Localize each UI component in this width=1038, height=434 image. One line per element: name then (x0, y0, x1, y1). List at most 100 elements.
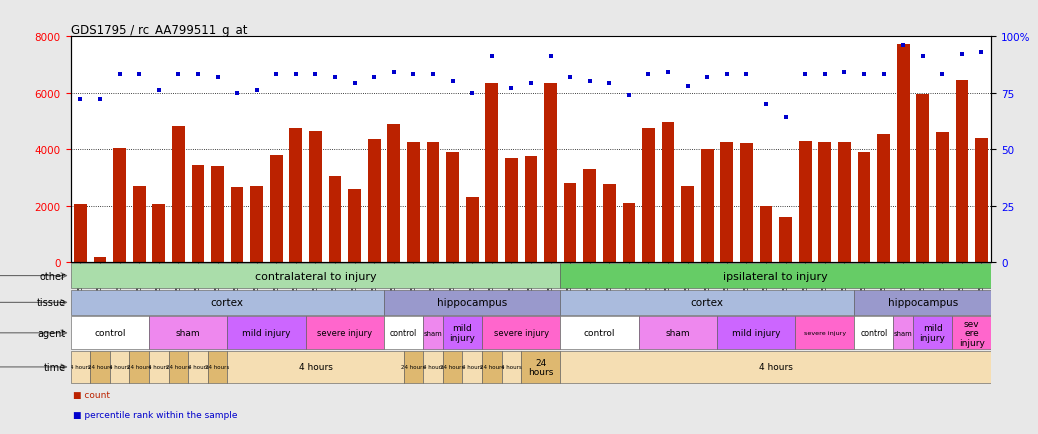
Bar (482, 351, 501, 383)
Text: ■ percentile rank within the sample: ■ percentile rank within the sample (73, 410, 237, 419)
Bar (305, 317, 384, 349)
Bar (760, 206, 772, 263)
Bar (133, 186, 145, 263)
Text: tissue: tissue (36, 298, 65, 308)
Bar (309, 132, 322, 263)
Bar (290, 128, 302, 263)
Text: ipsilateral to injury: ipsilateral to injury (723, 271, 828, 281)
Bar (384, 290, 561, 316)
Text: ■ count: ■ count (73, 391, 110, 400)
Bar (110, 351, 130, 383)
Bar (424, 351, 443, 383)
Bar (720, 143, 733, 263)
Bar (661, 123, 675, 263)
Bar (192, 165, 204, 263)
Bar (717, 317, 795, 349)
Bar (168, 351, 188, 383)
Bar (329, 177, 342, 263)
Text: 24 hours: 24 hours (440, 365, 465, 370)
Bar (462, 351, 482, 383)
Bar (561, 317, 638, 349)
Text: 4 hours: 4 hours (188, 365, 209, 370)
Bar (71, 351, 90, 383)
Bar (71, 263, 561, 289)
Text: 24 hours: 24 hours (88, 365, 112, 370)
Text: severe injury: severe injury (318, 329, 373, 338)
Text: hippocampus: hippocampus (887, 298, 958, 308)
Bar (387, 124, 401, 263)
Bar (524, 157, 538, 263)
Bar (952, 317, 991, 349)
Bar (148, 351, 168, 383)
Text: sev
ere
injury: sev ere injury (959, 319, 985, 347)
Text: cortex: cortex (211, 298, 244, 308)
Bar (936, 133, 949, 263)
Bar (521, 351, 561, 383)
Bar (367, 140, 381, 263)
Bar (603, 185, 616, 263)
Text: mild
injury: mild injury (920, 324, 946, 342)
Bar (250, 186, 263, 263)
Bar (643, 128, 655, 263)
Text: 4 hours: 4 hours (148, 365, 169, 370)
Text: hippocampus: hippocampus (437, 298, 508, 308)
Bar (701, 150, 713, 263)
Bar (427, 143, 439, 263)
Text: sham: sham (665, 329, 690, 338)
Bar (153, 205, 165, 263)
Text: 24 hours: 24 hours (127, 365, 152, 370)
Text: severe injury: severe injury (803, 331, 846, 335)
Bar (564, 184, 576, 263)
Bar (894, 317, 913, 349)
Text: sham: sham (175, 329, 200, 338)
Bar (208, 351, 227, 383)
Bar (795, 317, 854, 349)
Bar (71, 290, 384, 316)
Bar (443, 351, 462, 383)
Bar (838, 143, 851, 263)
Text: sham: sham (894, 330, 912, 336)
Bar (71, 317, 148, 349)
Bar (501, 351, 521, 383)
Bar (227, 317, 305, 349)
Text: 24 hours: 24 hours (480, 365, 503, 370)
Bar (681, 186, 694, 263)
Bar (913, 317, 952, 349)
Bar (623, 203, 635, 263)
Bar (561, 263, 991, 289)
Text: 4 hours: 4 hours (109, 365, 130, 370)
Bar (90, 351, 110, 383)
Bar (230, 188, 244, 263)
Text: 4 hours: 4 hours (70, 365, 90, 370)
Bar (486, 83, 498, 263)
Bar (188, 351, 208, 383)
Text: mild
injury: mild injury (449, 324, 475, 342)
Bar (404, 351, 424, 383)
Bar (561, 290, 854, 316)
Text: control: control (390, 329, 417, 338)
Bar (740, 144, 753, 263)
Bar (482, 317, 561, 349)
Text: 4 hours: 4 hours (759, 362, 793, 372)
Bar (270, 155, 282, 263)
Bar (446, 152, 459, 263)
Bar (780, 217, 792, 263)
Text: control: control (583, 329, 616, 338)
Bar (854, 317, 894, 349)
Bar (424, 317, 443, 349)
Bar (93, 257, 106, 263)
Text: GDS1795 / rc_AA799511_g_at: GDS1795 / rc_AA799511_g_at (71, 24, 247, 37)
Bar (227, 351, 404, 383)
Bar (74, 205, 87, 263)
Bar (975, 138, 988, 263)
Bar (877, 134, 890, 263)
Text: 24 hours: 24 hours (402, 365, 426, 370)
Text: cortex: cortex (690, 298, 723, 308)
Bar (443, 317, 482, 349)
Text: 24 hours: 24 hours (206, 365, 229, 370)
Bar (561, 351, 991, 383)
Text: 4 hours: 4 hours (299, 362, 332, 372)
Bar (172, 127, 185, 263)
Bar (407, 143, 419, 263)
Text: 24 hours: 24 hours (166, 365, 190, 370)
